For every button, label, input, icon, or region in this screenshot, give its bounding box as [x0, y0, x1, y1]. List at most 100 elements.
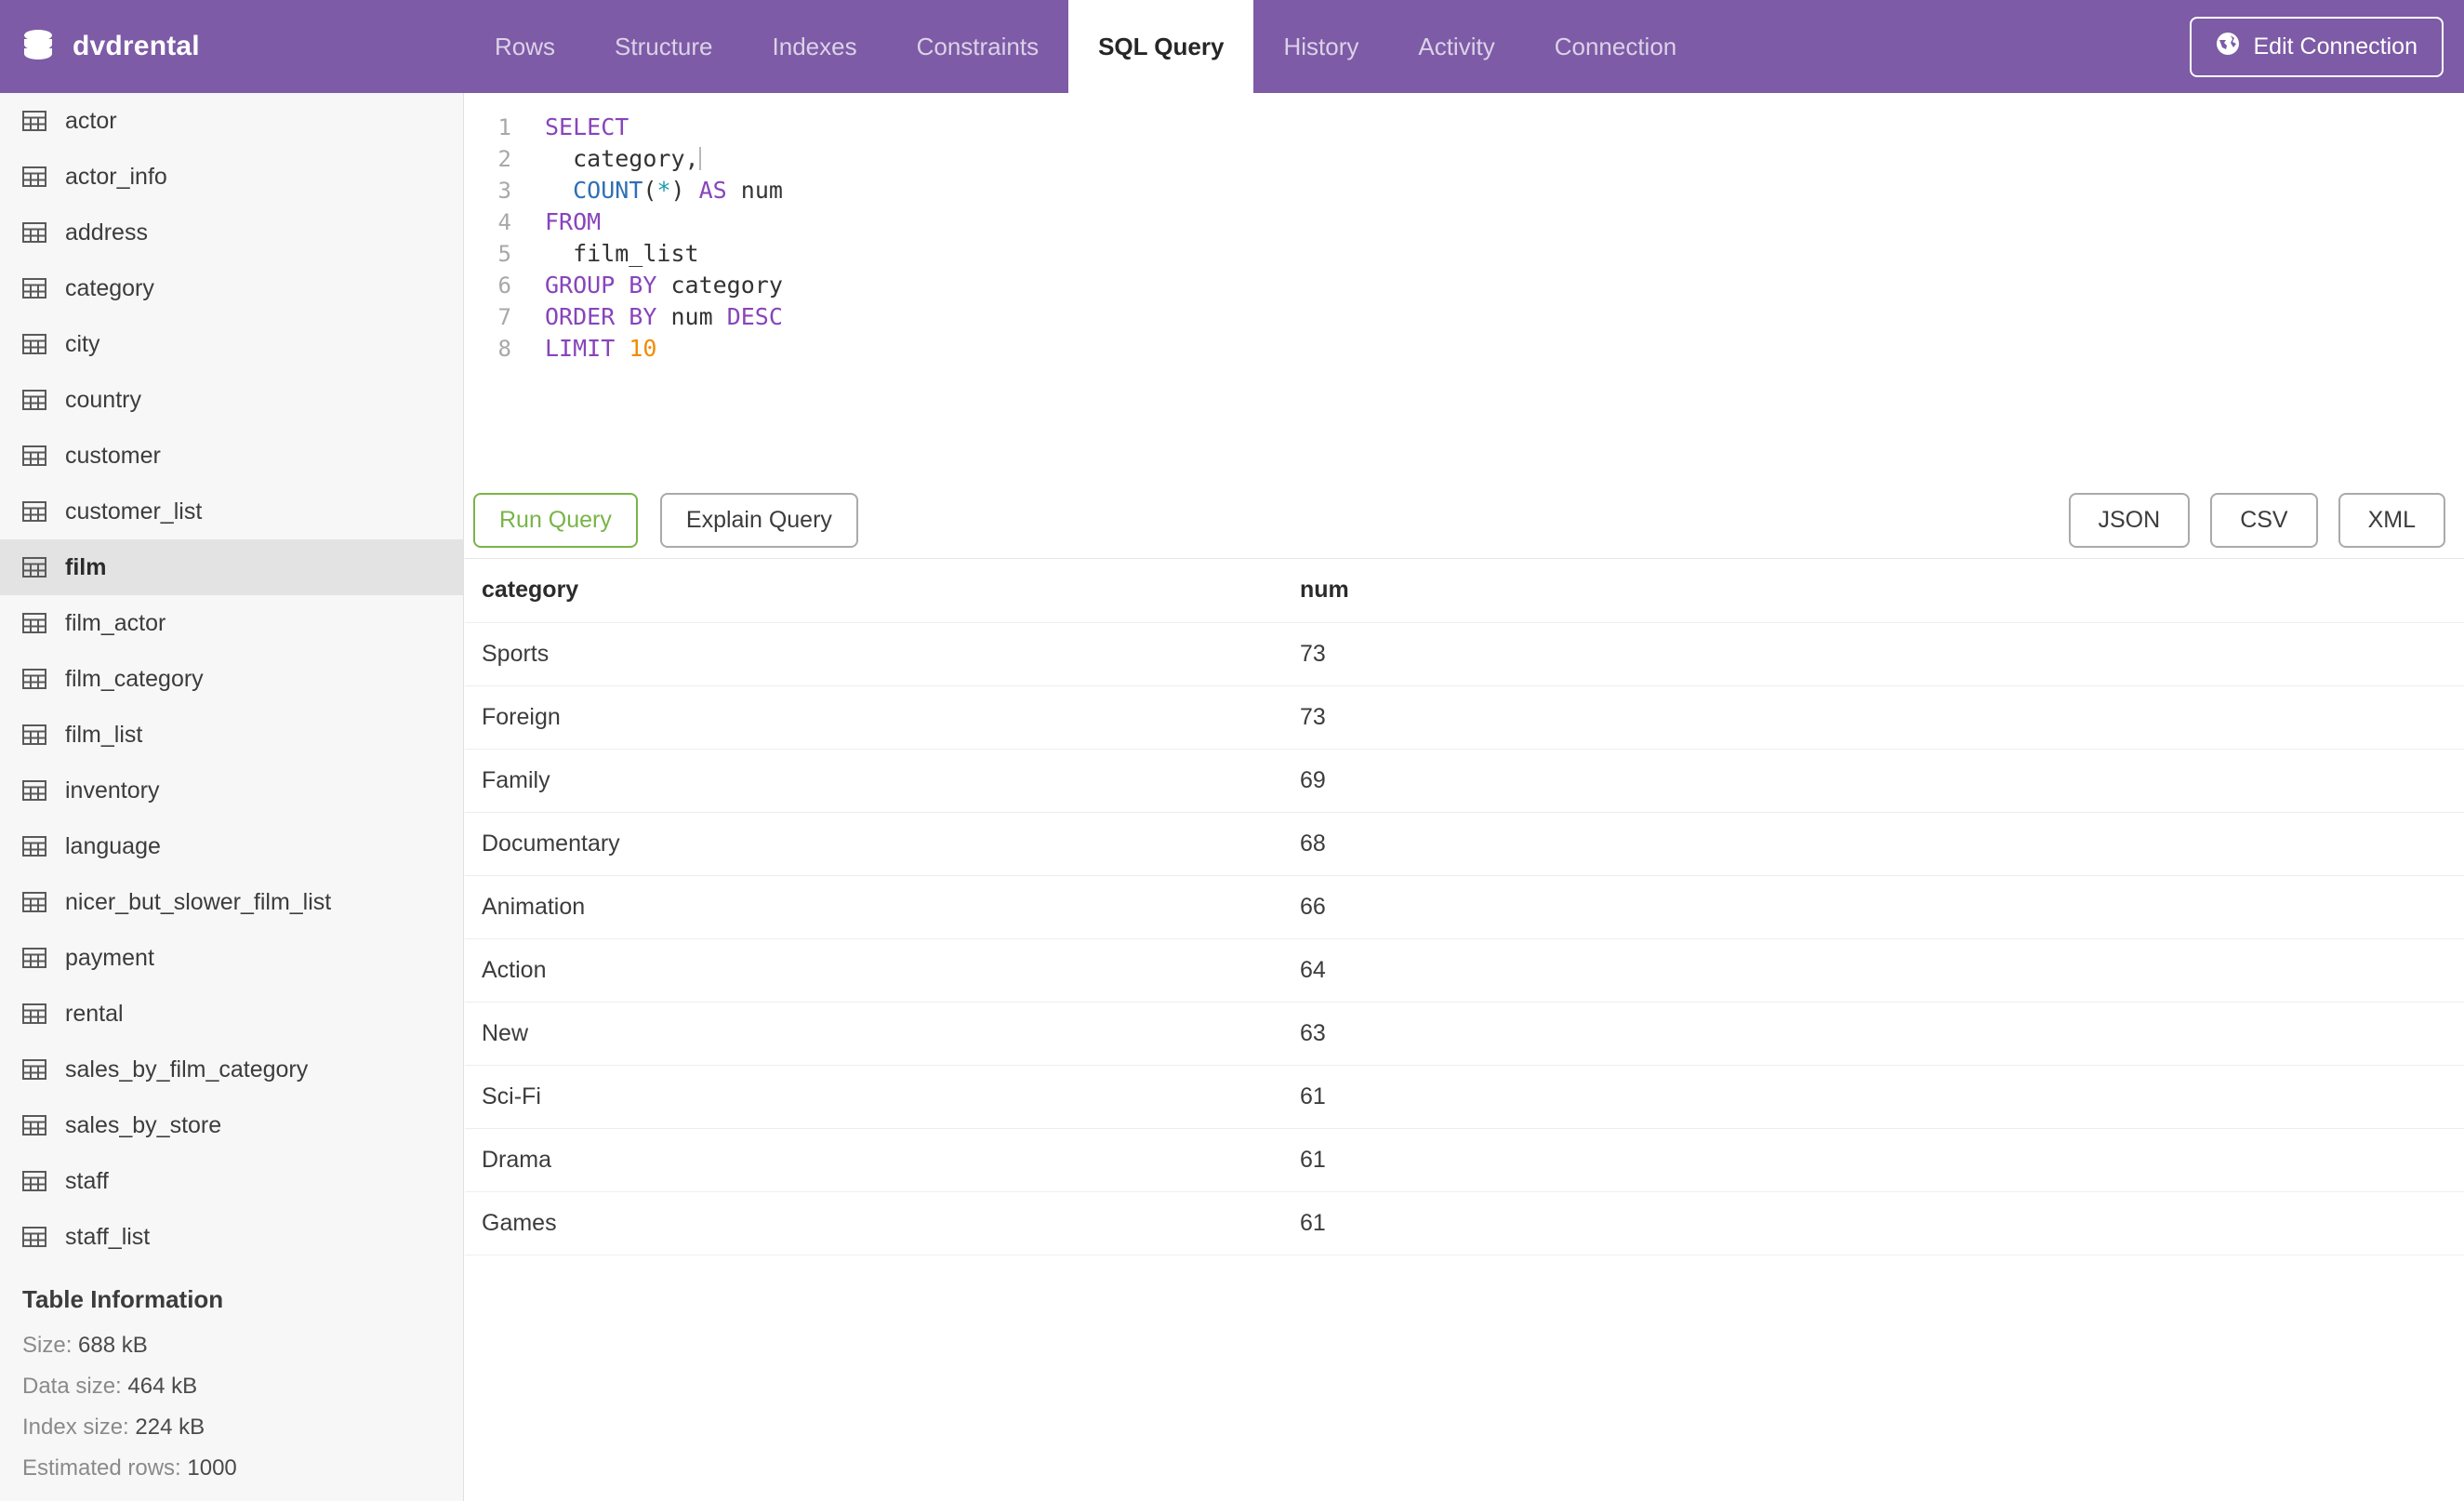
sidebar-item-sales_by_store[interactable]: sales_by_store [0, 1097, 463, 1153]
cell-num: 61 [1283, 1191, 2464, 1255]
code-text[interactable]: COUNT(*) AS num [573, 177, 783, 204]
main-tabs: Rows Structure Indexes Constraints SQL Query… [465, 0, 2190, 93]
sidebar-item-address[interactable]: address [0, 205, 463, 260]
explain-query-button[interactable]: Explain Query [659, 492, 858, 548]
sidebar-item-nicer_but_slower_film_list[interactable]: nicer_but_slower_film_list [0, 874, 463, 930]
query-action-bar: Run Query Explain Query JSON CSV XML [465, 482, 2464, 558]
export-json-button[interactable]: JSON [2068, 492, 2191, 548]
table-row[interactable]: Drama 61 [465, 1128, 2464, 1192]
sidebar-item-label: sales_by_film_category [65, 1056, 309, 1083]
table-grid-icon [22, 111, 46, 131]
sidebar-item-label: city [65, 330, 100, 357]
table-row[interactable]: Games 61 [465, 1191, 2464, 1255]
tab-structure[interactable]: Structure [615, 32, 713, 60]
code-line: 3 COUNT(*) AS num [465, 177, 2464, 208]
table-row[interactable]: Foreign 73 [465, 685, 2464, 750]
table-row[interactable]: New 63 [465, 1002, 2464, 1066]
table-grid-icon [22, 1003, 46, 1024]
cell-num: 68 [1283, 812, 2464, 876]
code-text[interactable]: GROUP BY category [545, 272, 783, 299]
table-info-value: 1000 [187, 1455, 237, 1481]
cell-category: Family [465, 749, 1283, 813]
code-text[interactable]: category, [545, 145, 701, 172]
cell-category: Animation [465, 875, 1283, 939]
text-cursor [698, 147, 701, 170]
table-row[interactable]: Sports 73 [465, 622, 2464, 686]
results-table-head: category num [465, 559, 2464, 623]
table-info-label: Index size: [22, 1415, 129, 1440]
tab-rows[interactable]: Rows [495, 32, 556, 60]
code-text[interactable]: film_list [545, 240, 699, 267]
sidebar-item-film_category[interactable]: film_category [0, 651, 463, 707]
sidebar-item-language[interactable]: language [0, 818, 463, 874]
sidebar-item-city[interactable]: city [0, 316, 463, 372]
sidebar-item-label: customer_list [65, 498, 203, 525]
results-table-body: Sports 73 Foreign 73 Family 69 Documentary 68 An… [465, 622, 2464, 1255]
export-csv-button[interactable]: CSV [2210, 492, 2318, 548]
sidebar-item-film[interactable]: film [0, 539, 463, 595]
table-row[interactable]: Action 64 [465, 938, 2464, 1003]
sql-code-area[interactable]: 1 SELECT 2 category, 3 COUNT(*) AS num 4 FROM… [465, 113, 2464, 366]
sidebar-item-film_list[interactable]: film_list [0, 707, 463, 763]
cell-num: 61 [1283, 1065, 2464, 1129]
sidebar-item-rental[interactable]: rental [0, 986, 463, 1042]
sidebar-item-category[interactable]: category [0, 260, 463, 316]
sidebar-item-staff_list[interactable]: staff_list [0, 1209, 463, 1265]
sidebar-item-actor[interactable]: actor [0, 93, 463, 149]
tab-sql-query[interactable]: SQL Query [1068, 0, 1254, 93]
sidebar-item-customer_list[interactable]: customer_list [0, 484, 463, 539]
table-grid-icon [22, 222, 46, 243]
code-text[interactable]: ORDER BY num DESC [545, 303, 783, 330]
edit-connection-button[interactable]: Edit Connection [2190, 16, 2444, 77]
sidebar-item-payment[interactable]: payment [0, 930, 463, 986]
run-query-button[interactable]: Run Query [473, 492, 638, 548]
cell-num: 73 [1283, 685, 2464, 750]
export-xml-button[interactable]: XML [2338, 492, 2445, 548]
tab-connection[interactable]: Connection [1554, 32, 1677, 60]
table-row[interactable]: Documentary 68 [465, 812, 2464, 876]
code-line: 4 FROM [465, 208, 2464, 240]
table-information-list: Size: 688 kB Data size: 464 kB Index size:… [0, 1325, 463, 1489]
sidebar-item-label: film_category [65, 665, 204, 692]
line-number: 6 [497, 272, 511, 299]
sidebar-item-inventory[interactable]: inventory [0, 763, 463, 818]
code-line: 7 ORDER BY num DESC [465, 303, 2464, 335]
cell-num: 66 [1283, 875, 2464, 939]
tab-activity[interactable]: Activity [1418, 32, 1495, 60]
tab-constraints[interactable]: Constraints [916, 32, 1040, 60]
table-grid-icon [22, 780, 46, 801]
brand: dvdrental [0, 0, 465, 93]
sidebar-item-actor_info[interactable]: actor_info [0, 149, 463, 205]
cell-category: Sports [465, 622, 1283, 686]
sql-editor[interactable]: 1 SELECT 2 category, 3 COUNT(*) AS num 4 FROM… [465, 93, 2464, 470]
code-text[interactable]: FROM [545, 208, 602, 235]
tab-indexes[interactable]: Indexes [772, 32, 857, 60]
sidebar-item-label: nicer_but_slower_film_list [65, 888, 332, 915]
sidebar-item-label: category [65, 274, 154, 301]
line-number: 5 [497, 241, 511, 267]
sidebar-item-label: payment [65, 944, 154, 971]
table-grid-icon [22, 724, 46, 745]
line-number: 8 [497, 336, 511, 362]
sidebar-item-staff[interactable]: staff [0, 1153, 463, 1209]
sidebar-item-country[interactable]: country [0, 372, 463, 428]
sidebar-item-label: actor [65, 107, 117, 134]
tables-sidebar[interactable]: actor actor_info address category city countr… [0, 93, 464, 1501]
column-header-category[interactable]: category [465, 559, 1283, 623]
tab-history[interactable]: History [1283, 32, 1359, 60]
column-header-num[interactable]: num [1283, 559, 2464, 623]
sidebar-item-film_actor[interactable]: film_actor [0, 595, 463, 651]
sidebar-item-customer[interactable]: customer [0, 428, 463, 484]
edit-connection-label: Edit Connection [2253, 33, 2418, 60]
code-text[interactable]: SELECT [545, 113, 629, 140]
cell-category: Sci-Fi [465, 1065, 1283, 1129]
table-row[interactable]: Animation 66 [465, 875, 2464, 939]
cell-num: 69 [1283, 749, 2464, 813]
table-row[interactable]: Family 69 [465, 749, 2464, 813]
table-row[interactable]: Sci-Fi 61 [465, 1065, 2464, 1129]
table-info-label: Size: [22, 1333, 73, 1358]
code-line: 5 film_list [465, 240, 2464, 272]
header-actions: Edit Connection [2190, 0, 2464, 93]
sidebar-item-sales_by_film_category[interactable]: sales_by_film_category [0, 1042, 463, 1097]
code-text[interactable]: LIMIT 10 [545, 335, 657, 362]
